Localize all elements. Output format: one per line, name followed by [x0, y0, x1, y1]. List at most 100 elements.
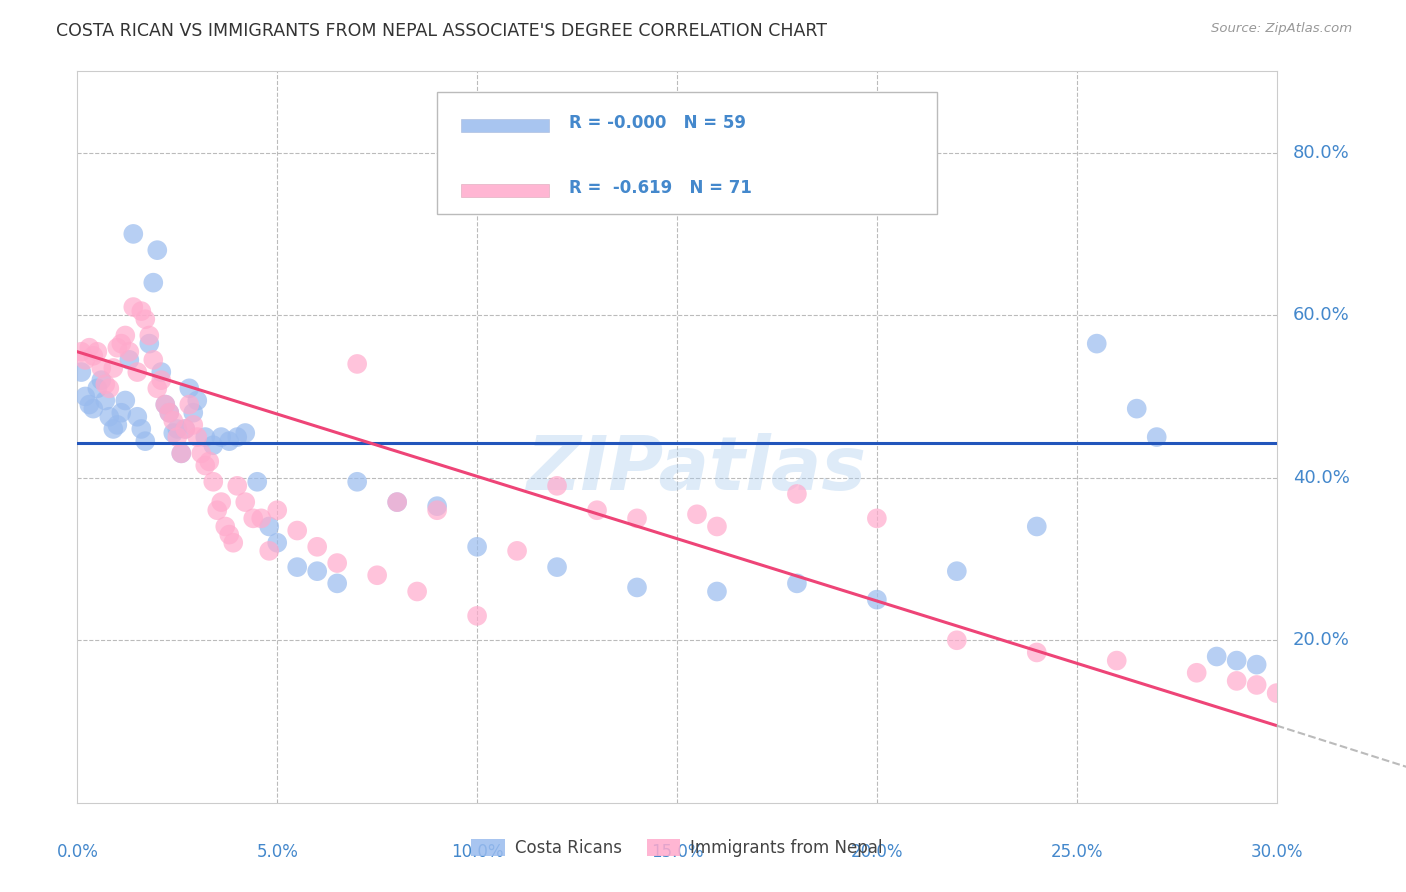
Point — [82, 349, 104, 363]
Point — [222, 535, 245, 549]
Point — [155, 398, 177, 412]
Point — [209, 495, 232, 509]
Point — [157, 406, 180, 420]
Point — [1185, 665, 1208, 680]
Point — [706, 519, 728, 533]
Point — [138, 328, 160, 343]
Point — [103, 361, 125, 376]
Point — [162, 414, 184, 428]
Point — [86, 344, 108, 359]
Point — [150, 373, 173, 387]
Point — [250, 511, 273, 525]
Point — [465, 540, 488, 554]
Point — [786, 576, 808, 591]
Text: 0.0%: 0.0% — [56, 844, 98, 862]
Point — [586, 503, 609, 517]
Point — [546, 479, 568, 493]
Point — [142, 352, 165, 367]
Text: 15.0%: 15.0% — [651, 844, 703, 862]
Point — [170, 446, 193, 460]
Point — [626, 511, 648, 525]
Point — [285, 524, 308, 538]
Text: 30.0%: 30.0% — [1250, 844, 1303, 862]
Text: 10.0%: 10.0% — [451, 844, 503, 862]
Point — [233, 495, 256, 509]
Text: 20.0%: 20.0% — [1292, 632, 1350, 649]
Point — [1246, 678, 1268, 692]
Point — [207, 503, 229, 517]
Point — [162, 425, 184, 440]
Point — [75, 352, 97, 367]
Point — [86, 381, 108, 395]
Point — [546, 560, 568, 574]
Text: 20.0%: 20.0% — [851, 844, 903, 862]
Point — [90, 373, 112, 387]
Point — [134, 312, 156, 326]
Text: R =  -0.619   N = 71: R = -0.619 N = 71 — [569, 178, 752, 196]
Text: R = -0.000   N = 59: R = -0.000 N = 59 — [569, 113, 747, 131]
Point — [127, 409, 149, 424]
Point — [174, 422, 197, 436]
Point — [266, 535, 288, 549]
Text: 80.0%: 80.0% — [1292, 144, 1350, 161]
Point — [181, 406, 204, 420]
Point — [70, 344, 93, 359]
Point — [129, 304, 152, 318]
Point — [166, 422, 188, 436]
Text: 60.0%: 60.0% — [1292, 306, 1350, 324]
Point — [190, 446, 212, 460]
Point — [257, 544, 280, 558]
Point — [786, 487, 808, 501]
Bar — [461, 184, 550, 197]
Point — [110, 406, 132, 420]
Point — [170, 446, 193, 460]
Point — [1205, 649, 1227, 664]
Point — [233, 425, 256, 440]
Point — [105, 341, 128, 355]
Point — [114, 393, 136, 408]
Point — [366, 568, 388, 582]
Point — [706, 584, 728, 599]
Point — [157, 406, 180, 420]
Point — [326, 576, 349, 591]
Point — [82, 401, 104, 416]
Point — [146, 381, 169, 395]
Point — [307, 540, 329, 554]
Point — [90, 361, 112, 376]
Point — [127, 365, 149, 379]
Point — [122, 300, 145, 314]
Point — [105, 417, 128, 432]
Text: COSTA RICAN VS IMMIGRANTS FROM NEPAL ASSOCIATE'S DEGREE CORRELATION CHART: COSTA RICAN VS IMMIGRANTS FROM NEPAL ASS… — [56, 22, 827, 40]
Bar — [461, 119, 550, 132]
Point — [1265, 686, 1288, 700]
Point — [226, 479, 249, 493]
Point — [138, 336, 160, 351]
Point — [75, 389, 97, 403]
Point — [134, 434, 156, 449]
Point — [79, 341, 101, 355]
Point — [946, 564, 969, 578]
Point — [866, 511, 889, 525]
Point — [110, 336, 132, 351]
Point — [118, 352, 141, 367]
Point — [174, 422, 197, 436]
Text: 40.0%: 40.0% — [1292, 468, 1350, 487]
Point — [150, 365, 173, 379]
Point — [122, 227, 145, 241]
Point — [385, 495, 408, 509]
Point — [246, 475, 269, 489]
Legend: Costa Ricans, Immigrants from Nepal: Costa Ricans, Immigrants from Nepal — [465, 832, 889, 864]
Point — [70, 365, 93, 379]
Text: 25.0%: 25.0% — [1050, 844, 1104, 862]
Point — [98, 381, 121, 395]
Point — [266, 503, 288, 517]
Point — [686, 508, 709, 522]
Point — [1125, 401, 1147, 416]
Point — [242, 511, 264, 525]
Point — [166, 430, 188, 444]
Point — [79, 398, 101, 412]
Point — [209, 430, 232, 444]
Point — [218, 434, 240, 449]
Point — [118, 344, 141, 359]
Point — [129, 422, 152, 436]
